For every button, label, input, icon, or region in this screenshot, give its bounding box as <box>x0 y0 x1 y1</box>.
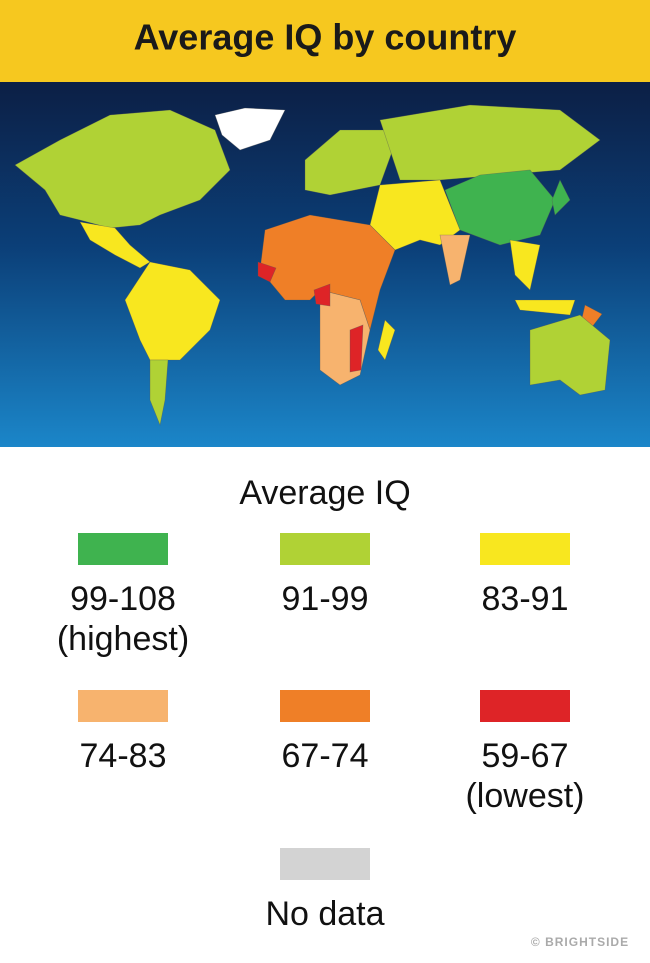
country-region <box>14 109 231 229</box>
country-region <box>439 234 471 286</box>
legend-swatch <box>480 690 570 722</box>
legend-label: 74-83 <box>80 737 167 775</box>
legend-swatch <box>78 690 168 722</box>
country-region <box>551 179 571 216</box>
legend-label: 83-91 <box>482 580 569 618</box>
legend-label: 91-99 <box>282 580 369 618</box>
country-region <box>79 221 151 269</box>
country-region <box>379 104 601 181</box>
credit: © BRIGHTSIDE <box>531 935 629 949</box>
country-region <box>214 107 286 151</box>
legend-swatch <box>280 533 370 565</box>
country-region <box>149 359 169 427</box>
country-region <box>529 314 611 396</box>
legend: 99-108(highest) 91-99 83-91 74-83 67-74 59-67… <box>57 533 585 933</box>
legend-label: 99-108 <box>70 580 176 618</box>
legend-swatch <box>280 848 370 880</box>
country-region <box>313 283 331 307</box>
legend-label: (highest) <box>57 620 189 658</box>
legend-label: No data <box>265 895 384 933</box>
legend-label: (lowest) <box>465 777 584 815</box>
legend-swatch <box>280 690 370 722</box>
header-bar <box>0 0 650 82</box>
country-region <box>124 261 221 361</box>
legend-swatch <box>480 533 570 565</box>
legend-swatch <box>78 533 168 565</box>
country-region <box>514 299 576 316</box>
country-region <box>349 324 364 373</box>
country-region <box>377 319 396 361</box>
legend-title: Average IQ <box>239 474 410 512</box>
world-map <box>14 104 611 427</box>
title: Average IQ by country <box>134 17 517 58</box>
country-region <box>444 169 556 246</box>
country-region <box>257 261 277 283</box>
legend-label: 59-67 <box>482 737 569 775</box>
country-region <box>509 239 541 291</box>
legend-label: 67-74 <box>282 737 369 775</box>
